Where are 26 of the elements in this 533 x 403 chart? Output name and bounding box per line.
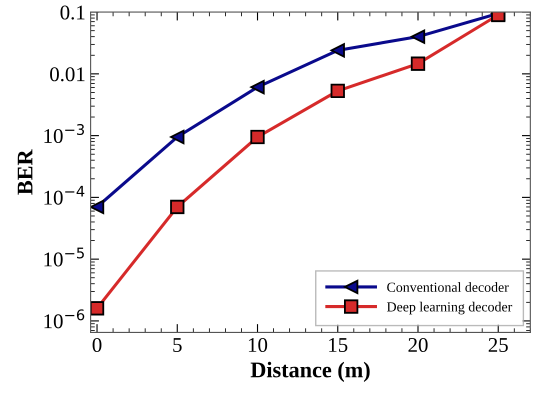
y-tick-label: 10$^{−4}$ — [44, 186, 84, 205]
point — [170, 200, 184, 214]
x-tick-label: 15 — [329, 338, 348, 352]
y-tick-label: 0.01 — [50, 67, 84, 82]
y-tick-label: 10$^{−6}$ — [44, 309, 84, 328]
x-axis-title: Distance (m) — [250, 362, 370, 382]
legend-label: Deep learning decoder — [386, 302, 512, 314]
point — [410, 30, 426, 44]
point — [330, 43, 345, 58]
y-axis-title: BER — [18, 149, 32, 195]
point — [90, 301, 104, 316]
x-tick-label: 0 — [92, 338, 102, 352]
legend-label: Conventional decoder — [387, 282, 509, 292]
point — [170, 130, 184, 144]
x-tick-label: 5 — [173, 338, 182, 352]
point — [90, 200, 104, 214]
x-tick-label: 25 — [488, 338, 508, 352]
point — [250, 80, 265, 94]
point — [330, 84, 345, 98]
y-tick-label: 10$^{−5}$ — [44, 248, 84, 266]
y-tick-label: 0.1 — [60, 5, 84, 20]
point — [410, 56, 426, 71]
point — [250, 130, 265, 144]
y-tick-label: 10$^{−3}$ — [44, 124, 84, 144]
x-tick-label: 20 — [408, 338, 428, 352]
x-tick-label: 10 — [248, 338, 268, 352]
